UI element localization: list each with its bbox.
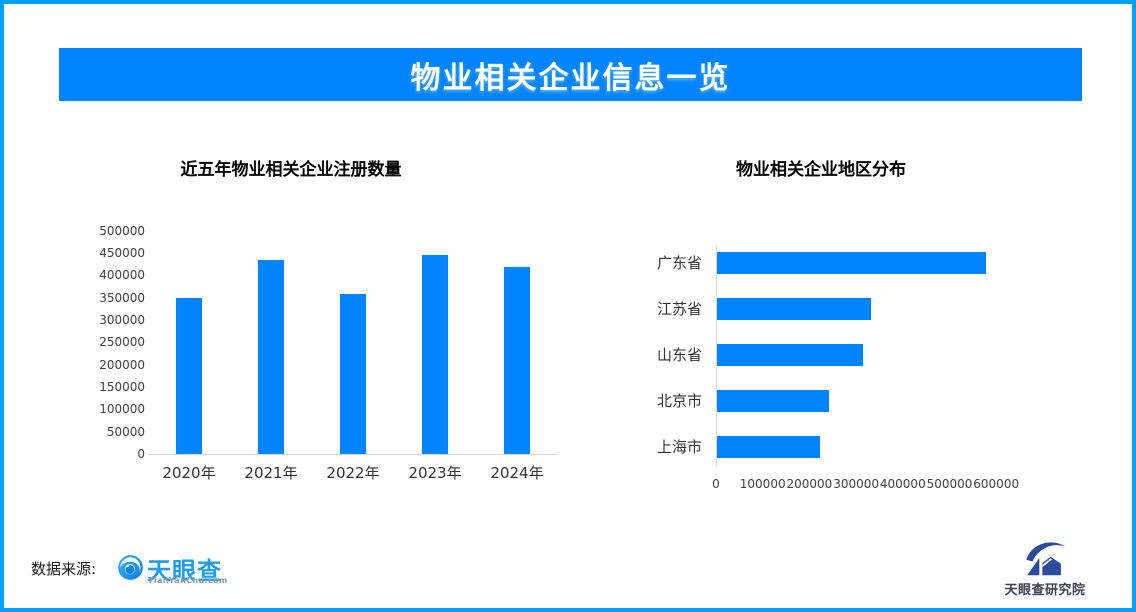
bar: [717, 436, 820, 458]
tianyancha-logo-text: 天眼查: [147, 557, 222, 585]
bar: [258, 259, 284, 454]
category-label: 广东省: [656, 254, 702, 272]
research-institute-logo: 天眼查研究院: [1000, 538, 1110, 598]
y-axis-tick-label: 50000: [106, 424, 145, 439]
bar: [340, 293, 366, 454]
tianyancha-domain-text: TianYanCha.com: [148, 576, 228, 585]
category-label: 山东省: [656, 346, 702, 364]
x-axis-tick-label: 100000: [739, 477, 786, 491]
y-axis-tick-label: 100000: [99, 402, 145, 417]
data-source-label: 数据来源:: [31, 560, 97, 578]
x-axis-tick-label: 400000: [879, 477, 926, 491]
right-chart-title: 物业相关企业地区分布: [736, 160, 906, 180]
x-axis-category-label: 2020年: [162, 464, 216, 482]
x-axis-tick-label: 500000: [926, 477, 973, 491]
y-axis-tick-label: 0: [137, 447, 145, 461]
x-axis-category-label: 2022年: [326, 464, 380, 482]
y-axis-tick-label: 350000: [99, 290, 145, 305]
category-label: 北京市: [656, 392, 702, 410]
x-axis-tick-label: 200000: [786, 477, 833, 491]
tianyancha-eye-icon: [117, 554, 144, 581]
y-axis-tick-label: 450000: [99, 245, 145, 260]
header-banner: 物业相关企业信息一览: [59, 48, 1082, 101]
y-axis-tick-label: 150000: [99, 379, 145, 394]
bar: [504, 267, 530, 454]
bar: [717, 252, 986, 274]
y-axis-tick-label: 500000: [99, 223, 145, 238]
bar: [717, 390, 830, 412]
bar: [717, 344, 863, 366]
y-axis-tick-label: 200000: [99, 357, 145, 372]
y-axis-tick-label: 300000: [99, 312, 145, 327]
bar: [176, 297, 202, 454]
x-axis-category-label: 2024年: [490, 464, 544, 482]
bar: [717, 298, 872, 320]
research-institute-icon: [1022, 539, 1067, 577]
x-axis-tick-label: 300000: [833, 477, 879, 491]
category-label: 江苏省: [656, 300, 702, 318]
x-axis-category-label: 2023年: [408, 464, 462, 482]
x-axis-category-label: 2021年: [244, 464, 298, 482]
x-axis-tick-label: 0: [712, 477, 720, 491]
y-axis-tick-label: 250000: [99, 335, 145, 350]
page-title: 物业相关企业信息一览: [410, 60, 731, 96]
y-axis-line: [716, 245, 717, 467]
category-label: 上海市: [656, 438, 702, 456]
left-chart-title: 近五年物业相关企业注册数量: [180, 160, 402, 180]
x-axis-tick-label: 600000: [973, 477, 1020, 491]
y-axis-tick-label: 400000: [99, 268, 145, 283]
x-axis-line: [148, 454, 558, 455]
bar: [422, 255, 448, 454]
research-institute-text: 天眼查研究院: [1004, 583, 1086, 598]
